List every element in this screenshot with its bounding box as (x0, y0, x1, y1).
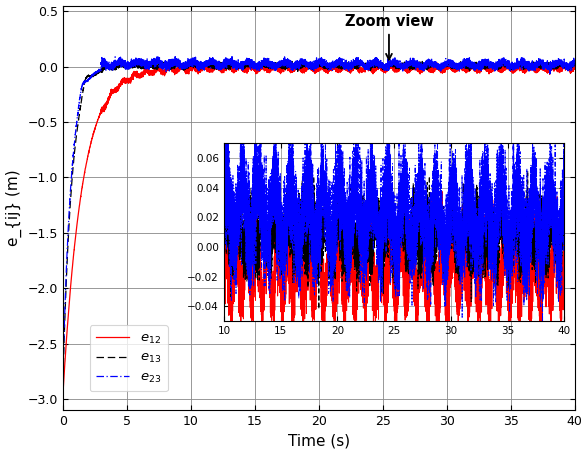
$e_{12}$ (59, 396, 66, 402)
$e_{13}$ (530, 58, 537, 64)
$e_{23}$ (385, 65, 392, 70)
$e_{12}$ (362, 64, 369, 69)
Legend: $e_{12}$, $e_{13}$, $e_{23}$: $e_{12}$, $e_{13}$, $e_{23}$ (90, 325, 168, 391)
$e_{12}$ (466, 68, 473, 74)
$e_{12}$ (571, 62, 578, 68)
$e_{13}$ (59, 385, 66, 391)
$e_{12}$ (439, 69, 446, 74)
$e_{12}$ (433, 60, 440, 65)
$e_{23}$ (85, 76, 92, 81)
$e_{13}$ (362, 60, 369, 66)
$e_{13}$ (245, 60, 252, 66)
$e_{13}$ (85, 73, 92, 78)
Text: Zoom view: Zoom view (345, 14, 433, 59)
$e_{12}$ (245, 69, 252, 74)
Line: $e_{12}$: $e_{12}$ (63, 63, 574, 399)
$e_{13}$ (466, 63, 473, 69)
$e_{13}$ (571, 61, 578, 67)
Y-axis label: e_{ij} (m): e_{ij} (m) (5, 170, 22, 246)
$e_{23}$ (466, 61, 473, 66)
$e_{12}$ (85, 151, 92, 156)
X-axis label: Time (s): Time (s) (288, 434, 350, 449)
$e_{23}$ (362, 65, 369, 70)
$e_{23}$ (571, 60, 578, 65)
$e_{23}$ (116, 54, 123, 59)
$e_{13}$ (439, 64, 446, 70)
Line: $e_{23}$: $e_{23}$ (63, 57, 574, 383)
Line: $e_{13}$: $e_{13}$ (63, 61, 574, 388)
$e_{23}$ (245, 61, 252, 66)
$e_{23}$ (59, 380, 66, 385)
$e_{23}$ (439, 61, 446, 66)
$e_{12}$ (385, 65, 392, 71)
$e_{13}$ (385, 61, 392, 67)
